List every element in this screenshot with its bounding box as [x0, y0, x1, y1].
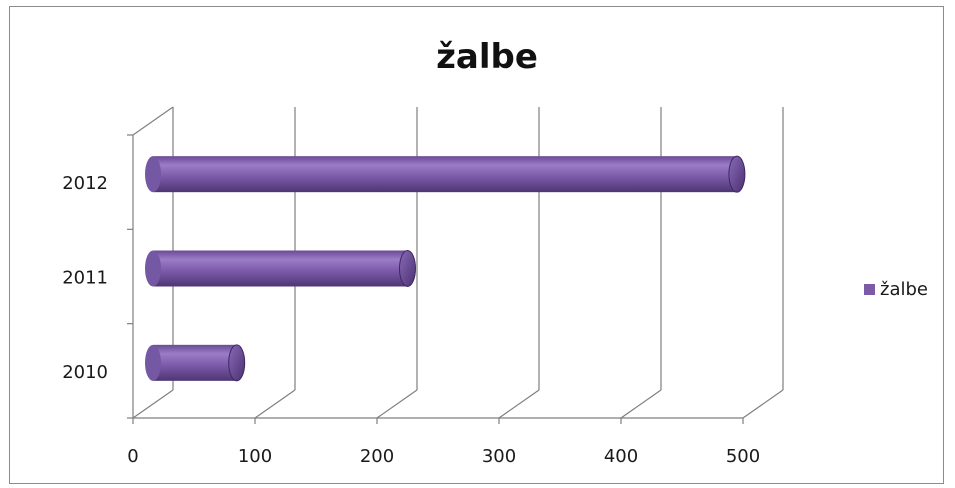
x-tick-label: 100	[238, 446, 272, 467]
x-tick-label: 400	[604, 446, 638, 467]
bar-end-cap	[228, 344, 246, 382]
y-axis-top-edge	[132, 106, 174, 136]
gridlines	[132, 107, 784, 419]
x-tick-label: 300	[482, 446, 516, 467]
bar-start-cap	[145, 156, 161, 193]
y-tick-labels: 2010 2011 2012	[62, 173, 108, 383]
x-tick-label: 200	[360, 446, 394, 467]
legend-swatch	[864, 284, 875, 295]
floor-line	[132, 389, 174, 419]
y-tick-label: 2010	[62, 362, 108, 383]
bar	[145, 155, 746, 193]
x-tick-label: 0	[127, 446, 138, 467]
bar-end-cap	[399, 250, 416, 287]
bar-body	[153, 344, 237, 381]
x-tick-label: 500	[726, 446, 760, 467]
y-tick-label: 2011	[62, 268, 108, 289]
axes	[127, 106, 744, 424]
bar-start-cap	[145, 250, 161, 287]
bar-start-cap	[145, 344, 161, 381]
chart-frame	[9, 6, 944, 484]
floor-line	[620, 389, 662, 419]
bar	[145, 250, 416, 287]
chart-title: žalbe	[436, 37, 538, 77]
bar-end-cap	[728, 155, 746, 193]
legend-label: žalbe	[880, 279, 928, 300]
y-tick-label: 2012	[62, 173, 108, 194]
bar-body	[153, 156, 737, 193]
floor-line	[376, 389, 418, 419]
floor-line	[498, 389, 540, 419]
floor-line	[742, 389, 784, 419]
legend: žalbe	[864, 279, 928, 300]
floor-line	[254, 389, 296, 419]
bar-body	[153, 250, 408, 287]
bars	[145, 155, 746, 382]
x-tick-labels: 0 100 200 300 400 500	[127, 446, 760, 467]
bar	[145, 344, 246, 382]
